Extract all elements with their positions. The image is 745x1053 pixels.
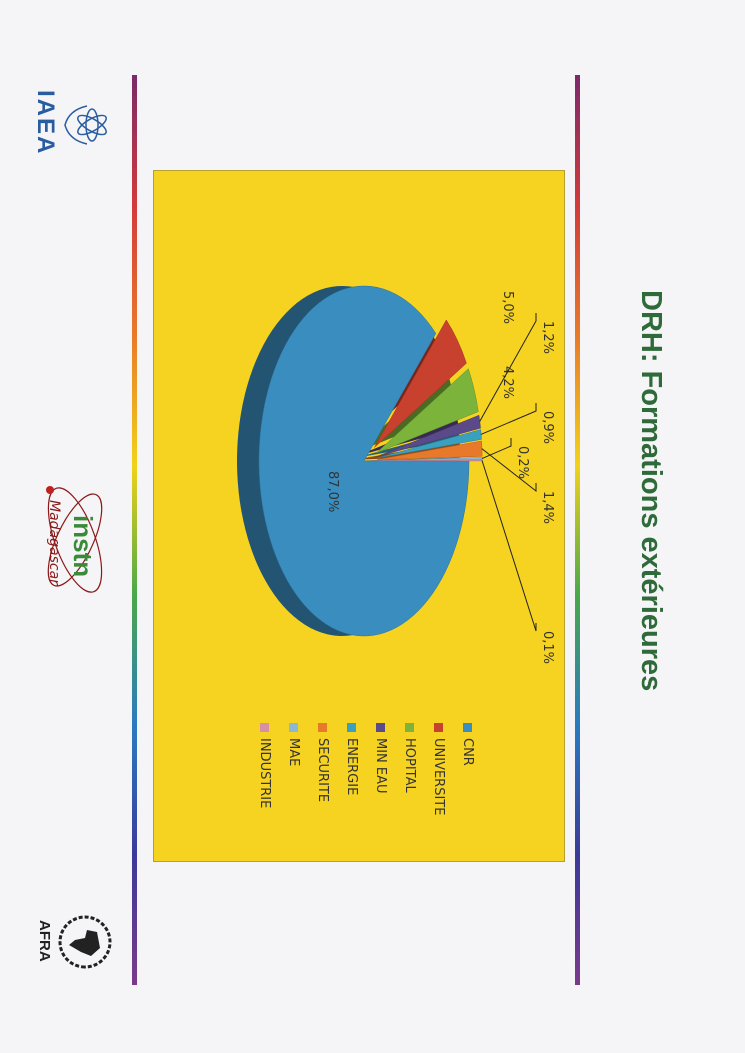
- data-label-leader-line: [481, 438, 512, 459]
- data-label-leader-line: [481, 460, 537, 632]
- pie-chart-svg: 87,0% 5,0% 4,2% 1,2% 0,9% 1,4% 0,2% 0,1%: [237, 285, 555, 664]
- data-label: 0,9%: [540, 411, 555, 444]
- legend-swatch: [347, 723, 356, 732]
- afra-logo: AFRA: [25, 900, 115, 990]
- legend-swatch: [318, 723, 327, 732]
- instn-madagascar-logo: instn Madagascar: [25, 480, 120, 610]
- chart-legend: CNR UNIVERSITE HOPITAL MIN EAU ENERGIE SECURI…: [250, 723, 482, 815]
- data-label: 1,4%: [540, 491, 555, 524]
- legend-swatch: [434, 723, 443, 732]
- data-label-leader-line: [480, 403, 537, 435]
- pie-slice-side: [355, 457, 461, 461]
- pie-slice-cnr: [258, 285, 470, 637]
- data-label: 4,2%: [500, 366, 515, 399]
- legend-label: MIN EAU: [373, 738, 388, 794]
- instn-atom-icon: [46, 486, 103, 593]
- legend-label: CNR: [460, 738, 475, 766]
- data-label: 5,0%: [500, 291, 515, 324]
- instn-text: instn: [68, 515, 98, 578]
- pie-slice-universite: [374, 319, 467, 448]
- legend-swatch: [289, 723, 298, 732]
- legend-item: ENERGIE: [337, 723, 366, 815]
- legend-label: MAE: [286, 738, 301, 767]
- legend-item: UNIVERSITE: [424, 723, 453, 815]
- legend-item: INDUSTRIE: [250, 723, 279, 815]
- data-label: 1,2%: [540, 321, 555, 354]
- iaea-logo: IAEA: [27, 80, 117, 170]
- data-label: 0,2%: [515, 446, 530, 479]
- legend-swatch: [376, 723, 385, 732]
- data-label-leader-line: [481, 448, 537, 493]
- legend-swatch: [405, 723, 414, 732]
- legend-swatch: [260, 723, 269, 732]
- slide-title: DRH: Formations extérieures: [635, 290, 667, 692]
- pie-chart: 87,0% 5,0% 4,2% 1,2% 0,9% 1,4% 0,2% 0,1% CNR UNI…: [153, 170, 565, 862]
- legend-item: MIN EAU: [366, 723, 395, 815]
- legend-label: SECURITE: [315, 738, 330, 803]
- afra-logo-text: AFRA: [36, 920, 53, 962]
- legend-label: INDUSTRIE: [257, 738, 272, 809]
- data-label: 0,1%: [540, 631, 555, 664]
- legend-item: CNR: [453, 723, 482, 815]
- afra-africa-wreath-icon: [58, 915, 112, 969]
- iaea-logo-text: IAEA: [32, 90, 59, 156]
- rainbow-divider-bottom: [132, 75, 137, 985]
- legend-label: ENERGIE: [344, 738, 359, 796]
- iaea-atom-icon: [64, 105, 107, 145]
- legend-label: UNIVERSITE: [431, 738, 446, 816]
- legend-swatch: [463, 723, 472, 732]
- data-label-leader-line: [479, 313, 537, 422]
- legend-label: HOPITAL: [402, 738, 417, 793]
- rainbow-divider-top: [575, 75, 580, 985]
- madagascar-text: Madagascar: [46, 500, 62, 585]
- legend-item: SECURITE: [308, 723, 337, 815]
- pie-slice-hopital: [376, 368, 479, 454]
- legend-item: HOPITAL: [395, 723, 424, 815]
- data-label: 87,0%: [325, 471, 340, 512]
- legend-item: MAE: [279, 723, 308, 815]
